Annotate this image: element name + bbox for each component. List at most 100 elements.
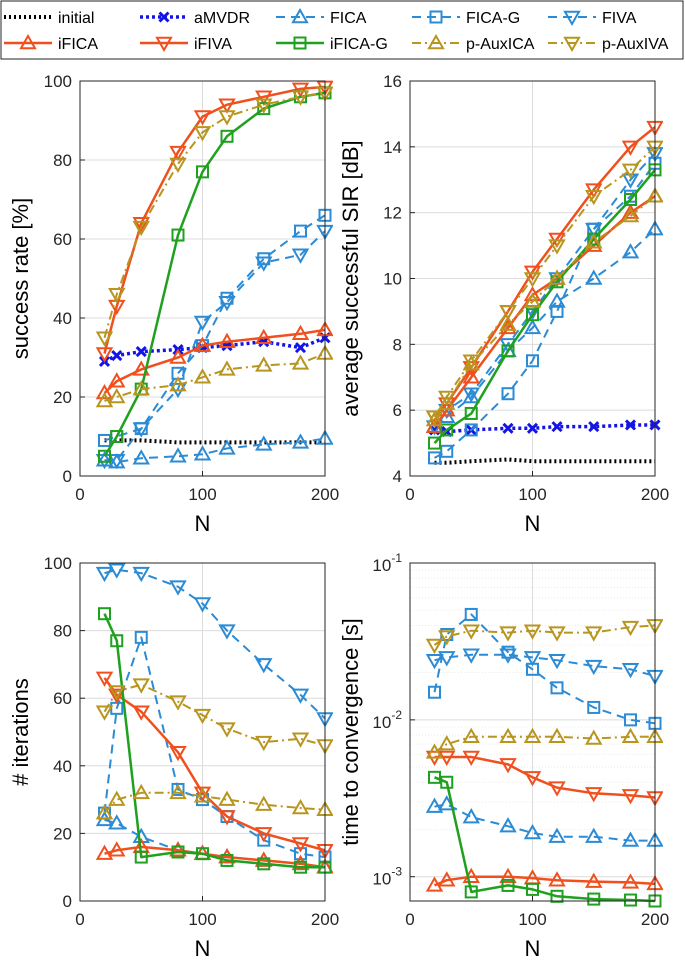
data-point-tri-down-icon xyxy=(193,126,212,142)
legend-entry-FIVA: FIVA xyxy=(548,10,637,27)
chart-iterations: 0 100 200 0 20 40 60 80 100 N # iterations xyxy=(8,554,339,961)
data-point-tri-up-icon xyxy=(291,433,310,449)
series-initial xyxy=(104,438,325,445)
data-point-tri-down-icon xyxy=(621,140,640,156)
data-point-square-icon xyxy=(501,878,515,892)
data-point-tri-down-icon xyxy=(585,787,603,803)
x-tick-label: 0 xyxy=(75,485,84,504)
legend-marker-square-icon xyxy=(293,36,307,50)
data-point-square-icon xyxy=(257,857,271,871)
series-line xyxy=(433,613,656,725)
data-point-tri-down-icon xyxy=(438,651,456,667)
data-point-tri-up-icon xyxy=(291,854,310,871)
data-point-tri-down-icon xyxy=(438,750,456,766)
data-point-square-icon xyxy=(171,845,185,859)
data-point-tri-down-icon xyxy=(621,620,640,637)
series-p-AuxICA xyxy=(95,344,333,408)
data-point-square-icon xyxy=(526,354,539,368)
series-line xyxy=(104,568,326,720)
series-p-AuxIVA xyxy=(425,619,663,655)
data-point-tri-up-icon xyxy=(621,203,640,219)
legend-marker-tri-up-icon xyxy=(291,7,309,24)
series-line xyxy=(103,91,326,339)
data-point-tri-down-icon xyxy=(193,315,212,331)
series-line xyxy=(103,677,326,852)
data-point-square-icon xyxy=(624,713,637,727)
data-point-square-icon xyxy=(294,860,307,874)
series-iFICA-G xyxy=(428,770,662,908)
data-point-tri-up-icon xyxy=(585,269,603,285)
y-tick-label: 10 xyxy=(383,270,402,289)
data-point-tri-up-icon xyxy=(108,814,126,830)
data-point-tri-down-icon xyxy=(621,663,640,679)
data-point-tri-down-icon xyxy=(95,705,114,721)
data-point-tri-down-icon xyxy=(132,678,150,694)
x-tick-label: 200 xyxy=(311,485,339,504)
data-point-square-icon xyxy=(98,607,111,621)
y-tick-label: 100 xyxy=(44,554,72,573)
data-point-tri-up-icon xyxy=(108,372,126,388)
legend-marker-tri-down-icon xyxy=(563,36,581,53)
legend-entry-FICA-G: FICA-G xyxy=(412,10,520,27)
data-point-tri-up-icon xyxy=(218,332,236,348)
series-iFICA xyxy=(425,867,663,892)
data-point-tri-down-icon xyxy=(585,189,603,206)
y-tick-label: 16 xyxy=(383,72,402,91)
data-point-tri-down-icon xyxy=(462,648,480,664)
data-point-tri-up-icon xyxy=(218,790,236,806)
data-point-tri-down-icon xyxy=(132,422,150,438)
series-line xyxy=(434,803,655,842)
data-point-tri-down-icon xyxy=(255,658,273,674)
data-point-tri-down-icon xyxy=(169,580,187,596)
data-point-x-icon xyxy=(624,419,637,431)
legend-entry-aMVDR: aMVDR xyxy=(140,10,250,27)
series-line xyxy=(103,683,326,747)
series-iFICA-G xyxy=(98,607,332,874)
data-point-square-icon xyxy=(550,889,564,903)
data-point-tri-up-icon xyxy=(255,435,273,451)
series-line xyxy=(103,791,326,814)
data-point-tri-up-icon xyxy=(255,851,273,867)
data-point-tri-down-icon xyxy=(621,789,640,805)
data-point-tri-down-icon xyxy=(585,626,603,642)
series-line xyxy=(433,735,655,754)
data-point-square-icon xyxy=(550,304,564,318)
data-point-tri-down-icon xyxy=(548,626,566,642)
data-point-tri-up-icon xyxy=(291,324,310,341)
data-point-tri-down-icon xyxy=(291,90,310,106)
data-point-tri-up-icon xyxy=(169,447,187,463)
data-point-tri-up-icon xyxy=(132,380,150,396)
data-point-tri-down-icon xyxy=(132,216,150,233)
y-axis-label: # iterations xyxy=(8,678,33,786)
data-point-tri-up-icon xyxy=(462,808,480,824)
data-point-tri-up-icon xyxy=(255,328,273,344)
legend-entry-iFICA: iFICA xyxy=(4,33,98,53)
data-point-tri-up-icon xyxy=(621,206,640,223)
y-tick-label: 10-2 xyxy=(372,708,402,732)
legend-label: iFICA-G xyxy=(330,36,388,53)
data-point-tri-down-icon xyxy=(218,295,236,312)
data-point-tri-down-icon xyxy=(132,220,150,237)
data-point-x-icon xyxy=(551,421,563,433)
data-point-tri-up-icon xyxy=(108,387,126,404)
data-point-square-icon xyxy=(428,685,441,699)
data-point-tri-up-icon xyxy=(523,318,542,335)
data-point-tri-down-icon xyxy=(193,110,212,126)
data-point-square-icon xyxy=(220,129,234,143)
data-point-tri-up-icon xyxy=(548,871,566,887)
data-point-tri-up-icon xyxy=(425,797,444,813)
legend-label: FICA-G xyxy=(466,10,520,27)
series-line xyxy=(433,169,656,444)
legend-label: initial xyxy=(58,10,94,27)
data-point-tri-down-icon xyxy=(523,771,542,787)
y-tick-label: 14 xyxy=(383,138,402,157)
data-point-tri-up-icon xyxy=(218,848,236,864)
series-line xyxy=(103,328,326,394)
data-point-tri-down-icon xyxy=(548,653,566,670)
data-point-tri-up-icon xyxy=(585,729,603,745)
data-point-tri-up-icon xyxy=(523,823,542,840)
x-tick-label: 200 xyxy=(641,910,669,929)
